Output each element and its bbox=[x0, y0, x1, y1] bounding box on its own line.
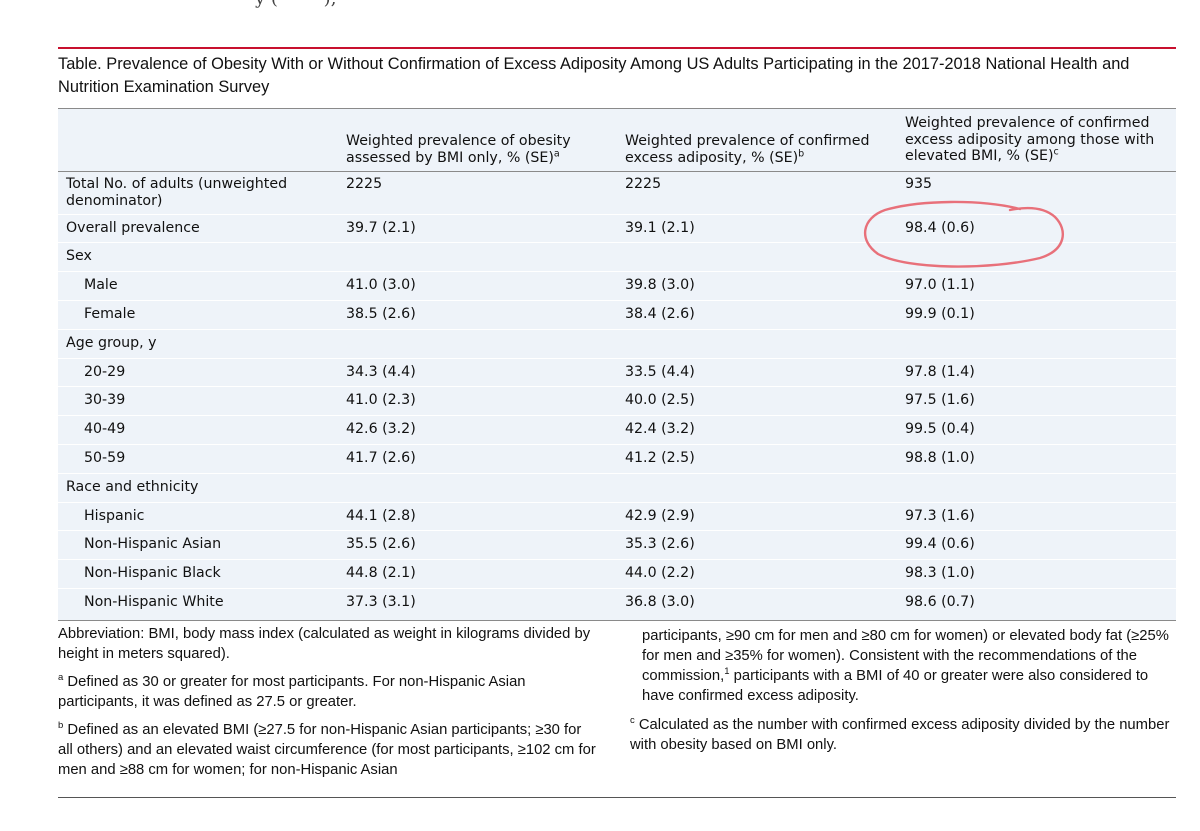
column-header-confirmed: Weighted prevalence of confirmed excess … bbox=[625, 133, 870, 166]
row-label: Race and ethnicity bbox=[66, 479, 199, 495]
table-cell: 935 bbox=[905, 176, 933, 192]
table-background bbox=[58, 108, 1176, 620]
table-cell: 35.3 (2.6) bbox=[625, 536, 695, 552]
row-label: 30-39 bbox=[84, 392, 126, 408]
table-cell: 42.6 (3.2) bbox=[346, 421, 416, 437]
table-cell: 41.2 (2.5) bbox=[625, 450, 695, 466]
table-cell: 38.4 (2.6) bbox=[625, 306, 695, 322]
column-header-elevated-bmi: Weighted prevalence of confirmed excess … bbox=[905, 115, 1155, 164]
row-label: Non-Hispanic White bbox=[84, 594, 224, 610]
row-separator bbox=[58, 530, 1176, 531]
table-cell: 35.5 (2.6) bbox=[346, 536, 416, 552]
table-cell: 98.8 (1.0) bbox=[905, 450, 975, 466]
row-separator bbox=[58, 386, 1176, 387]
table-cell: 36.8 (3.0) bbox=[625, 594, 695, 610]
footnote-c: c Calculated as the number with confirme… bbox=[630, 715, 1170, 753]
row-label: 20-29 bbox=[84, 364, 126, 380]
row-separator bbox=[58, 214, 1176, 215]
row-separator bbox=[58, 559, 1176, 560]
table-cell: 98.6 (0.7) bbox=[905, 594, 975, 610]
table-cell: 38.5 (2.6) bbox=[346, 306, 416, 322]
table-cell: 42.4 (3.2) bbox=[625, 421, 695, 437]
row-label: Overall prevalence bbox=[66, 220, 200, 236]
row-separator bbox=[58, 271, 1176, 272]
row-separator bbox=[58, 415, 1176, 416]
row-label: Sex bbox=[66, 248, 92, 264]
footnote-b: b Defined as an elevated BMI (≥27.5 for … bbox=[58, 720, 596, 778]
row-separator bbox=[58, 473, 1176, 474]
table-header-bottom-rule bbox=[58, 171, 1176, 172]
table-cell: 97.0 (1.1) bbox=[905, 277, 975, 293]
table-cell: 98.4 (0.6) bbox=[905, 220, 975, 236]
table-cell: 39.1 (2.1) bbox=[625, 220, 695, 236]
footnote-a: a Defined as 30 or greater for most part… bbox=[58, 672, 526, 710]
row-separator bbox=[58, 242, 1176, 243]
table-cell: 44.0 (2.2) bbox=[625, 565, 695, 581]
table-cell: 39.7 (2.1) bbox=[346, 220, 416, 236]
row-separator bbox=[58, 329, 1176, 330]
row-separator bbox=[58, 358, 1176, 359]
row-label: Male bbox=[84, 277, 118, 293]
table-cell: 2225 bbox=[346, 176, 383, 192]
table-cell: 2225 bbox=[625, 176, 662, 192]
table-cell: 97.3 (1.6) bbox=[905, 508, 975, 524]
row-label: Age group, y bbox=[66, 335, 157, 351]
table-bottom-rule bbox=[58, 620, 1176, 621]
row-separator bbox=[58, 588, 1176, 589]
row-label: 40-49 bbox=[84, 421, 126, 437]
table-cell: 99.5 (0.4) bbox=[905, 421, 975, 437]
table-cell: 97.8 (1.4) bbox=[905, 364, 975, 380]
hand-drawn-circle-annotation bbox=[863, 200, 1064, 268]
cropped-page-text: y (··· ··· ), ··· ··· bbox=[0, 0, 1200, 10]
table-cell: 97.5 (1.6) bbox=[905, 392, 975, 408]
table-cell: 40.0 (2.5) bbox=[625, 392, 695, 408]
table-cell: 41.0 (3.0) bbox=[346, 277, 416, 293]
table-caption: Table. Prevalence of Obesity With or Wit… bbox=[58, 55, 1130, 96]
row-separator bbox=[58, 300, 1176, 301]
table-cell: 99.4 (0.6) bbox=[905, 536, 975, 552]
table-cell: 34.3 (4.4) bbox=[346, 364, 416, 380]
row-label: Non-Hispanic Asian bbox=[84, 536, 222, 552]
row-label: Female bbox=[84, 306, 136, 322]
table-cell: 39.8 (3.0) bbox=[625, 277, 695, 293]
table-cell: 41.0 (2.3) bbox=[346, 392, 416, 408]
row-separator bbox=[58, 502, 1176, 503]
row-label: Total No. of adults (unweighted denomina… bbox=[66, 176, 288, 209]
table-header-top-rule bbox=[58, 108, 1176, 109]
row-label: Non-Hispanic Black bbox=[84, 565, 221, 581]
row-label: Hispanic bbox=[84, 508, 145, 524]
table-cell: 44.1 (2.8) bbox=[346, 508, 416, 524]
table-cell: 99.9 (0.1) bbox=[905, 306, 975, 322]
footnote-b-continued: participants, ≥90 cm for men and ≥80 cm … bbox=[642, 628, 1169, 704]
table-cell: 42.9 (2.9) bbox=[625, 508, 695, 524]
page-bottom-rule bbox=[58, 797, 1176, 798]
footnote-abbreviation: Abbreviation: BMI, body mass index (calc… bbox=[58, 626, 591, 662]
column-header-bmi-only: Weighted prevalence of obesity assessed … bbox=[346, 133, 571, 166]
table-cell: 41.7 (2.6) bbox=[346, 450, 416, 466]
table-cell: 33.5 (4.4) bbox=[625, 364, 695, 380]
table-cell: 37.3 (3.1) bbox=[346, 594, 416, 610]
row-separator bbox=[58, 444, 1176, 445]
table-cell: 44.8 (2.1) bbox=[346, 565, 416, 581]
row-label: 50-59 bbox=[84, 450, 126, 466]
table-top-rule bbox=[58, 47, 1176, 49]
table-cell: 98.3 (1.0) bbox=[905, 565, 975, 581]
